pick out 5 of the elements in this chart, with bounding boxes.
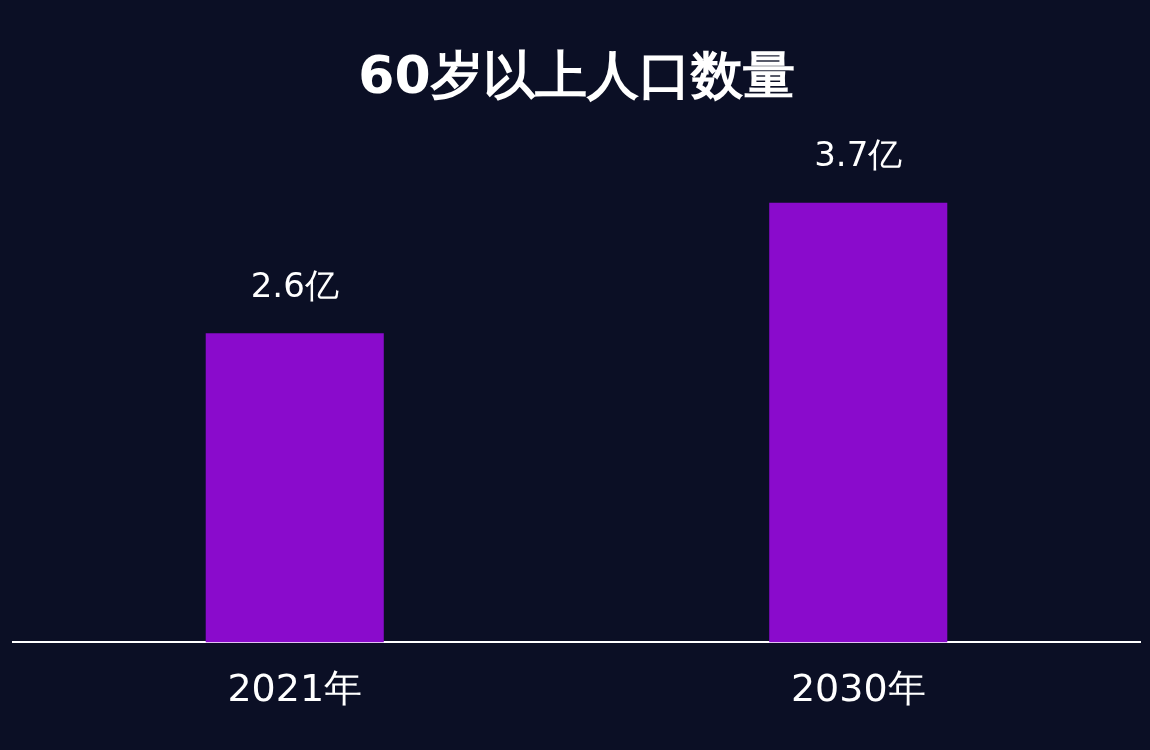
x-tick-label: 2021年	[227, 666, 363, 711]
data-label: 3.7亿	[814, 134, 903, 175]
x-tick-label: 2030年	[790, 666, 926, 711]
data-label: 2.6亿	[250, 265, 339, 306]
chart-title: 60岁以上人口数量	[358, 44, 795, 105]
